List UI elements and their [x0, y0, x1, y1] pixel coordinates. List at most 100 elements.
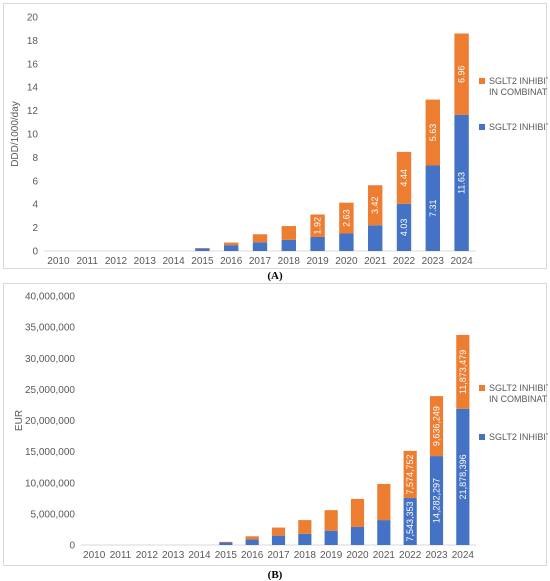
panel-label-a: (A) [267, 270, 283, 282]
chart-panel-b: EUR 0 5,000,000 10,000,000 15,000,000 20,000,… [3, 283, 548, 566]
bar-segment-combination-2020 [339, 202, 354, 234]
bar-segment-combination-2017 [271, 527, 286, 536]
y-tick-label: 18 [27, 36, 39, 47]
y-tick-label: 20,000,000 [25, 416, 75, 427]
bar-segment-sglt2-2016 [245, 539, 259, 545]
y-tick-label: 25,000,000 [25, 385, 75, 396]
data-label: 5.63 [428, 124, 438, 142]
bar-segment-combination-2018 [281, 226, 296, 240]
y-tick-label: 0 [69, 541, 75, 552]
bar-segment-sglt2-2022 [403, 498, 417, 545]
legend-label: SGLT2 INHIBITORS [489, 122, 548, 132]
bar-segment-sglt2-2017 [252, 242, 268, 251]
bar-segment-combination-2023 [429, 396, 444, 457]
y-tick-label: 15,000,000 [25, 447, 75, 458]
bar-segment-sglt2-2021 [377, 520, 391, 545]
legend-label: SGLT2 INHIBITORS [489, 432, 548, 442]
bar-segment-combination-2019 [310, 214, 325, 237]
x-tick-label: 2024 [450, 256, 473, 267]
x-tick-label: 2012 [136, 550, 159, 561]
legend-label: IN COMBINATIONS [489, 394, 548, 404]
x-tick-label: 2020 [346, 550, 369, 561]
legend-label: IN COMBINATIONS [489, 87, 548, 97]
y-tick-label: 30,000,000 [25, 354, 75, 365]
legend-swatch [479, 124, 485, 130]
x-tick-label: 2023 [422, 256, 445, 267]
y-axis-label: DDD/1000/day [10, 101, 21, 167]
x-tick-label: 2015 [191, 256, 214, 267]
y-tick-label: 14 [27, 83, 39, 94]
legend-label: SGLT2 INHIBITORS [489, 76, 548, 86]
bar-segment-combination-2016 [224, 242, 239, 246]
y-tick-label: 12 [27, 106, 39, 117]
bar-segment-sglt2-2015 [195, 248, 210, 251]
x-tick-label: 2023 [425, 550, 448, 561]
y-tick-label: 20 [27, 13, 39, 24]
x-tick-label: 2013 [134, 256, 157, 267]
x-tick-label: 2022 [393, 256, 416, 267]
legend-swatch [479, 434, 485, 440]
x-tick-label: 2010 [47, 256, 70, 267]
bar-segment-sglt2-2016 [224, 245, 239, 251]
bar-segment-sglt2-2023 [429, 456, 444, 545]
panel-label-b: (B) [267, 569, 283, 581]
y-tick-label: 2 [32, 223, 38, 234]
x-tick-label: 2020 [335, 256, 358, 267]
chart-b: EUR 0 5,000,000 10,000,000 15,000,000 20,000,… [14, 292, 548, 562]
bar-segment-combination-2020 [350, 498, 365, 527]
data-label: 4.03 [399, 219, 409, 237]
y-tick-label: 10,000,000 [25, 478, 75, 489]
bar-segment-sglt2-2019 [310, 236, 325, 251]
x-tick-label: 2018 [294, 550, 317, 561]
bar-segment-combination-2017 [252, 234, 268, 243]
bar-segment-sglt2-2015 [219, 542, 233, 545]
y-tick-label: 8 [32, 153, 38, 164]
data-label: 1.92 [313, 217, 323, 235]
bar-segment-sglt2-2018 [281, 239, 296, 251]
bar-segment-combination-2021 [368, 185, 383, 226]
y-tick-label: 5,000,000 [31, 509, 76, 520]
y-tick-label: 35,000,000 [25, 323, 75, 334]
bar-segment-combination-2015 [219, 541, 233, 543]
x-tick-label: 2016 [220, 256, 243, 267]
bar-segment-sglt2-2018 [298, 533, 312, 545]
bar-segment-sglt2-2021 [368, 225, 383, 251]
x-tick-label: 2017 [249, 256, 272, 267]
x-tick-label: 2016 [241, 550, 264, 561]
x-tick-label: 2014 [188, 550, 211, 561]
x-tick-label: 2022 [399, 550, 422, 561]
data-label: 11.63 [457, 172, 467, 194]
bar-segment-combination-2016 [245, 536, 259, 540]
y-axis-label: EUR [14, 410, 25, 431]
y-tick-label: 40,000,000 [25, 292, 75, 303]
x-tick-label: 2010 [83, 550, 106, 561]
bar-segment-sglt2-2022 [396, 203, 412, 251]
bar-segment-combination-2019 [324, 510, 338, 531]
y-tick-label: 6 [32, 176, 38, 187]
bar-segment-combination-2021 [377, 483, 391, 521]
data-label: 2.63 [341, 209, 351, 227]
data-label: 11,873,479 [458, 350, 468, 394]
bar-segment-sglt2-2020 [350, 526, 365, 545]
bar-segment-sglt2-2024 [456, 408, 470, 545]
bar-segment-combination-2024 [456, 334, 470, 409]
chart-panel-a: DDD/1000/day 0 2 4 6 8 10 12 14 16 18 20 2010 2011 201… [3, 3, 548, 269]
bar-segment-sglt2-2023 [425, 165, 440, 251]
legend-swatch [479, 78, 485, 84]
legend-label: SGLT2 INHIBITORS [489, 383, 548, 393]
data-label: 7.31 [428, 199, 438, 217]
x-tick-label: 2019 [320, 550, 343, 561]
bar-segment-combination-2024 [454, 33, 469, 115]
bar-segment-combination-2022 [403, 450, 417, 499]
y-tick-label: 4 [32, 200, 38, 211]
x-tick-label: 2011 [110, 550, 132, 561]
x-tick-label: 2012 [105, 256, 128, 267]
legend-swatch [479, 385, 485, 391]
data-label: 3.42 [370, 196, 380, 214]
x-tick-label: 2021 [364, 256, 387, 267]
data-label: 6.96 [457, 65, 467, 83]
x-tick-label: 2024 [452, 550, 475, 561]
y-tick-label: 16 [27, 59, 39, 70]
data-label: 7,543,353 [405, 501, 415, 541]
chart-a: DDD/1000/day 0 2 4 6 8 10 12 14 16 18 20 2010 2011 201… [10, 13, 548, 268]
